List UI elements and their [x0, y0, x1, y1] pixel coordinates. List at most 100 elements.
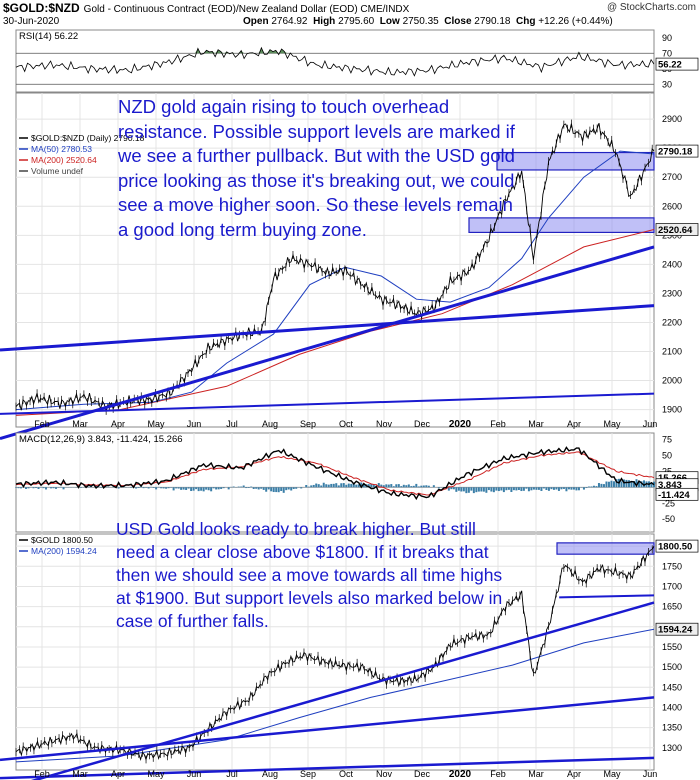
rsi-tick-label: 70 — [662, 48, 672, 58]
chart-title: $GOLD:$NZD Gold - Continuous Contract (EO… — [3, 1, 410, 15]
nzd-trendline — [0, 304, 655, 352]
nzd-x-tick-label: 2020 — [449, 419, 472, 430]
macd-value-label: 3.843 — [658, 480, 682, 491]
rsi-value-label-box — [655, 57, 699, 71]
rsi-panel — [15, 29, 655, 93]
nzd-y-tick-label: 2700 — [662, 172, 682, 182]
rsi-title: RSI(14) 56.22 — [19, 31, 78, 42]
nzd-x-tick-label: Apr — [567, 419, 581, 429]
brand-watermark: @ StockCharts.com — [606, 2, 696, 13]
nzd-x-tick-label: Feb — [490, 419, 506, 429]
macd-value-label: -11.424 — [658, 490, 690, 501]
nzd-x-tick-label: Dec — [414, 419, 431, 429]
nzd-ma50-line — [15, 150, 655, 411]
usd-y-tick-label: 1350 — [662, 723, 682, 733]
nzd-x-tick-label: Jul — [226, 419, 238, 429]
nzd-x-tick-label: May — [603, 419, 621, 429]
nzd-y-tick-label: 2900 — [662, 114, 682, 124]
usd-x-tick-label: May — [603, 769, 621, 779]
usd-x-tick-label: May — [147, 769, 165, 779]
nzd-x-tick-label: Jun — [187, 419, 202, 429]
nzd-y-tick-label: 2100 — [662, 346, 682, 356]
nzd-y-tick-label: 2600 — [662, 201, 682, 211]
usd-x-tick-label: Jul — [226, 769, 238, 779]
macd-tick-label: 25 — [662, 466, 672, 476]
nzd-trendline — [0, 245, 655, 441]
usd-x-tick-label: Mar — [72, 769, 88, 779]
nzd-y-tick-label: 2400 — [662, 259, 682, 269]
usd-ma200-line — [15, 628, 655, 763]
usd-y-tick-label: 1400 — [662, 702, 682, 712]
nzd-price-label-box — [655, 144, 699, 158]
nzd-y-tick-label: 2000 — [662, 376, 682, 386]
nzd-support-zone — [496, 151, 655, 171]
nzd-x-tick-label: Mar — [528, 419, 544, 429]
macd-line — [15, 446, 655, 501]
macd-tick-label: -50 — [662, 514, 675, 524]
nzd-x-tick-label: May — [147, 419, 165, 429]
chart-description: Gold - Continuous Contract (EOD)/New Zea… — [83, 4, 410, 15]
usd-x-tick-label: Aug — [262, 769, 278, 779]
rsi-tick-label: 30 — [662, 79, 672, 89]
usd-ma200-label-box — [655, 622, 699, 636]
nzd-x-tick-label: Mar — [72, 419, 88, 429]
usd-x-tick-label: Apr — [567, 769, 581, 779]
usd-x-tick-label: 2020 — [449, 769, 472, 780]
usd-price-panel — [15, 533, 655, 771]
usd-x-tick-label: Oct — [339, 769, 354, 779]
nzd-ma200-label-box — [655, 223, 699, 236]
usd-price-label: 1800.50 — [658, 542, 692, 553]
nzd-y-tick-label: 2300 — [662, 288, 682, 298]
nzd-annotation: NZD gold again rising to touch overhead … — [118, 96, 515, 240]
macd-tick-label: 75 — [662, 434, 672, 444]
macd-signal-line — [15, 451, 655, 496]
ohlc-readout: Open 2764.92 High 2795.60 Low 2750.35 Cl… — [243, 16, 613, 27]
usd-trendline — [0, 756, 655, 780]
chart-header: $GOLD:$NZD Gold - Continuous Contract (EO… — [0, 0, 700, 28]
nzd-y-tick-label: 2200 — [662, 317, 682, 327]
usd-x-tick-label: Dec — [414, 769, 431, 779]
rsi-value-label: 56.22 — [658, 60, 682, 71]
nzd-x-tick-label: Apr — [111, 419, 125, 429]
usd-trendline — [0, 696, 655, 762]
nzd-x-tick-label: Aug — [262, 419, 278, 429]
usd-x-tick-label: Mar — [528, 769, 544, 779]
usd-y-tick-label: 1450 — [662, 682, 682, 692]
nzd-support-zone — [468, 217, 655, 234]
usd-y-tick-label: 1500 — [662, 662, 682, 672]
usd-resistance-zone — [556, 542, 655, 555]
nzd-x-tick-label: Jun — [643, 419, 658, 429]
macd-tick-label: 50 — [662, 450, 672, 460]
nzd-legend-entry: MA(50) 2780.53 — [31, 144, 92, 154]
usd-x-tick-label: Apr — [111, 769, 125, 779]
usd-legend-entry: $GOLD 1800.50 — [31, 535, 93, 545]
nzd-legend-entry: $GOLD:$NZD (Daily) 2790.18 — [31, 133, 145, 143]
usd-ma200-label: 1594.24 — [658, 625, 693, 636]
usd-annotation: USD Gold looks ready to break higher. Bu… — [116, 519, 503, 631]
usd-x-tick-label: Feb — [34, 769, 50, 779]
rsi-line — [15, 46, 655, 77]
nzd-x-tick-label: Nov — [376, 419, 393, 429]
usd-y-tick-label: 1300 — [662, 743, 682, 753]
macd-title: MACD(12,26,9) 3.843, -11.424, 15.266 — [19, 434, 183, 445]
usd-trendline — [30, 601, 655, 780]
nzd-ma200-label: 2520.64 — [658, 225, 693, 236]
nzd-price-label: 2790.18 — [658, 147, 692, 158]
chart-date: 30-Jun-2020 — [3, 16, 60, 27]
macd-panel — [15, 432, 655, 533]
nzd-x-tick-label: Sep — [300, 419, 316, 429]
macd-tick-label: -25 — [662, 498, 675, 508]
usd-x-tick-label: Jun — [187, 769, 202, 779]
nzd-x-tick-label: Feb — [34, 419, 50, 429]
usd-price-line — [15, 545, 655, 761]
rsi-tick-label: 90 — [662, 33, 672, 43]
usd-legend-entry: MA(200) 1594.24 — [31, 546, 97, 556]
nzd-trendline — [0, 392, 655, 415]
usd-y-tick-label: 1750 — [662, 561, 682, 571]
usd-price-label-box — [655, 539, 699, 553]
usd-y-tick-label: 1550 — [662, 642, 682, 652]
usd-y-tick-label: 1700 — [662, 581, 682, 591]
usd-y-tick-label: 1650 — [662, 602, 682, 612]
